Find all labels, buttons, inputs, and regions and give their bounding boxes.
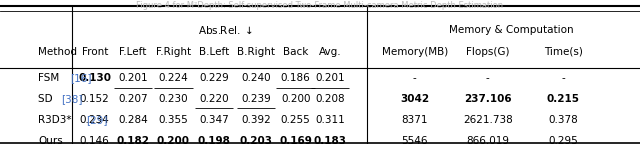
Text: F.Left: F.Left xyxy=(120,47,147,57)
Text: 0.203: 0.203 xyxy=(239,136,273,144)
Text: 0.378: 0.378 xyxy=(548,115,578,125)
Text: 0.198: 0.198 xyxy=(197,136,230,144)
Text: Avg.: Avg. xyxy=(319,47,342,57)
Text: Ours: Ours xyxy=(38,136,63,144)
Text: 0.208: 0.208 xyxy=(316,94,345,104)
Text: 8371: 8371 xyxy=(401,115,428,125)
Text: 0.229: 0.229 xyxy=(199,73,228,84)
Text: [29]: [29] xyxy=(86,115,108,125)
Text: 0.200: 0.200 xyxy=(157,136,190,144)
Text: 5546: 5546 xyxy=(401,136,428,144)
Text: 0.392: 0.392 xyxy=(241,115,271,125)
Text: 0.146: 0.146 xyxy=(80,136,109,144)
Text: -: - xyxy=(413,73,417,84)
Text: 0.215: 0.215 xyxy=(547,94,580,104)
Text: 0.169: 0.169 xyxy=(279,136,312,144)
Text: FSM: FSM xyxy=(38,73,63,84)
Text: 0.230: 0.230 xyxy=(159,94,188,104)
Text: 0.183: 0.183 xyxy=(314,136,347,144)
Text: Back: Back xyxy=(283,47,308,57)
Text: 0.355: 0.355 xyxy=(159,115,188,125)
Text: [16]: [16] xyxy=(70,73,92,84)
Text: Memory(MB): Memory(MB) xyxy=(381,47,448,57)
Text: -: - xyxy=(486,73,490,84)
Text: 237.106: 237.106 xyxy=(464,94,511,104)
Text: Method: Method xyxy=(38,47,77,57)
Text: Flops(G): Flops(G) xyxy=(466,47,509,57)
Text: [38]: [38] xyxy=(61,94,83,104)
Text: 0.240: 0.240 xyxy=(241,73,271,84)
Text: B.Left: B.Left xyxy=(198,47,229,57)
Text: 0.220: 0.220 xyxy=(199,94,228,104)
Text: 0.182: 0.182 xyxy=(116,136,150,144)
Text: 0.186: 0.186 xyxy=(281,73,310,84)
Text: 0.234: 0.234 xyxy=(80,115,109,125)
Text: 0.295: 0.295 xyxy=(548,136,578,144)
Text: F.Right: F.Right xyxy=(156,47,191,57)
Text: Abs.Rel. $\downarrow$: Abs.Rel. $\downarrow$ xyxy=(198,25,253,36)
Text: 0.347: 0.347 xyxy=(199,115,228,125)
Text: 0.200: 0.200 xyxy=(281,94,310,104)
Text: 0.130: 0.130 xyxy=(78,73,111,84)
Text: 0.255: 0.255 xyxy=(281,115,310,125)
Text: R3D3*: R3D3* xyxy=(38,115,75,125)
Text: 2621.738: 2621.738 xyxy=(463,115,513,125)
Text: Time(s): Time(s) xyxy=(544,47,582,57)
Text: 0.284: 0.284 xyxy=(118,115,148,125)
Text: 0.201: 0.201 xyxy=(118,73,148,84)
Text: 0.224: 0.224 xyxy=(159,73,188,84)
Text: -: - xyxy=(561,73,565,84)
Text: 3042: 3042 xyxy=(400,94,429,104)
Text: 0.311: 0.311 xyxy=(316,115,345,125)
Text: 0.239: 0.239 xyxy=(241,94,271,104)
Text: 0.201: 0.201 xyxy=(316,73,345,84)
Text: 0.152: 0.152 xyxy=(80,94,109,104)
Text: 0.207: 0.207 xyxy=(118,94,148,104)
Text: Front: Front xyxy=(81,47,108,57)
Text: B.Right: B.Right xyxy=(237,47,275,57)
Text: Memory & Computation: Memory & Computation xyxy=(449,25,573,35)
Text: Figure 4 for M²Depth: Self-supervised Two-Frame Multi-camera Metric Depth Estima: Figure 4 for M²Depth: Self-supervised Tw… xyxy=(136,1,504,10)
Text: 866.019: 866.019 xyxy=(466,136,509,144)
Text: SD: SD xyxy=(38,94,56,104)
